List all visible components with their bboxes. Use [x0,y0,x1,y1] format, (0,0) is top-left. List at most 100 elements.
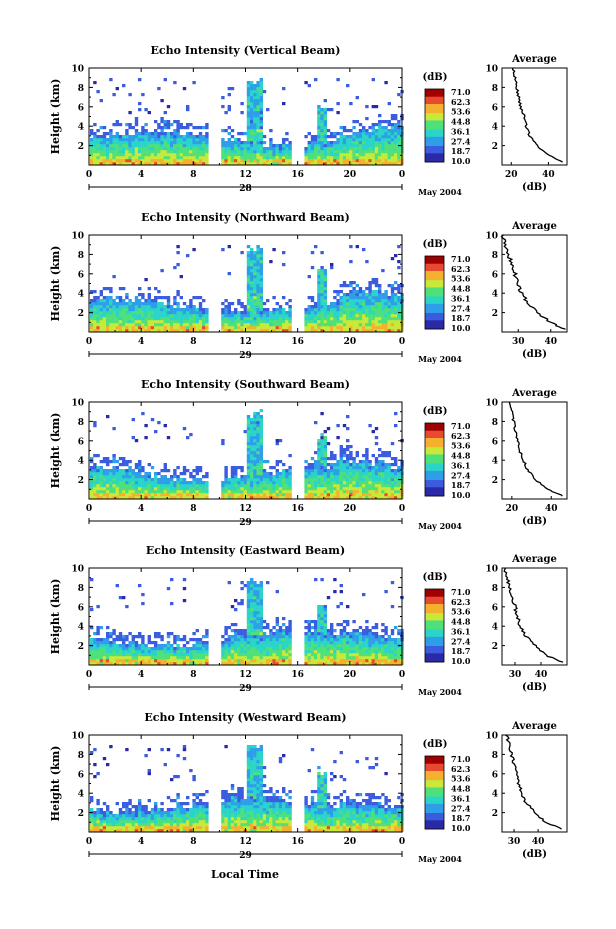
heatmap-cell [342,162,347,166]
heatmap-cell [227,326,231,330]
heatmap-cell [259,475,263,479]
heatmap-cell [141,156,145,160]
heatmap-cell [163,296,167,300]
colorbar-swatch [425,151,444,154]
heatmap-cell [179,323,183,327]
colorbar-unit: (dB) [423,406,448,417]
heatmap-cell [160,126,164,130]
heatmap-cell [202,650,206,654]
heatmap-cell [256,153,260,157]
heatmap-cell [240,159,244,163]
heatmap-cell [390,311,395,315]
heatmap-cell [179,478,183,482]
heatmap-cell [336,466,340,470]
heatmap-cell [333,153,337,157]
heatmap-cell [330,626,334,630]
colorbar-swatch [425,138,444,141]
heatmap-cell [288,156,292,160]
heatmap-cell [275,590,279,594]
heatmap-cell [374,329,379,333]
heatmap-cell [125,132,129,136]
heatmap-cell [157,144,161,148]
heatmap-cell [378,320,382,324]
heatmap-cell [250,126,254,130]
heatmap-cell [381,493,385,497]
heatmap-cell [240,314,244,318]
heatmap-cell [346,641,350,645]
heatmap-cell [224,329,228,333]
heatmap-cell [141,320,145,324]
heatmap-cell [182,635,187,639]
heatmap-cell [246,129,251,133]
heatmap-cell [240,162,244,166]
heatmap-cell [202,662,206,666]
heatmap-cell [160,302,164,306]
heatmap-cell [323,454,327,458]
heatmap-cell [323,475,327,479]
heatmap-cell [128,472,132,476]
heatmap-cell [259,490,263,494]
heatmap-cell [138,302,142,306]
heatmap-cell [243,493,247,497]
heatmap-cell [333,156,337,160]
heatmap-cell [176,326,180,330]
heatmap-cell [112,147,116,151]
heatmap-cell [349,647,353,651]
heatmap-cell [166,126,171,130]
heatmap-cell [173,153,177,157]
heatmap-cell [227,490,231,494]
heatmap-cell [224,308,228,312]
heatmap-cell [339,629,343,633]
heatmap-cell [128,644,132,648]
heatmap-cell [243,156,247,160]
heatmap-cell [390,296,395,300]
heatmap-cell [154,308,158,312]
heatmap-cell [246,478,251,482]
heatmap-cell [131,323,135,327]
heatmap-cell [365,472,369,476]
heatmap-cell [326,650,331,654]
heatmap-cell [234,323,238,327]
heatmap-cell [106,481,110,485]
heatmap-cell [323,617,327,621]
colorbar-swatch [425,140,444,143]
heatmap-cell [147,141,151,145]
heatmap-cell [358,129,363,133]
heatmap-cell [192,481,196,485]
heatmap-cell [163,662,167,666]
heatmap-cell [253,623,257,627]
heatmap-cell [154,120,158,124]
heatmap-cell [246,581,251,585]
heatmap-cell [250,156,254,160]
heatmap-cell [96,147,100,151]
heatmap-cell [163,156,167,160]
heatmap-cell [304,320,308,324]
heatmap-cell [176,156,180,160]
heatmap-cell [157,317,161,321]
heatmap-cell [157,484,161,488]
heatmap-cell [358,138,363,142]
heatmap-cell [250,269,254,273]
heatmap-cell [90,141,94,145]
heatmap-cell [346,314,350,318]
heatmap-cell [147,493,151,497]
colorbar-swatch [425,121,444,125]
heatmap-cell [141,302,145,306]
heatmap-cell [278,496,283,500]
heatmap-cell [288,329,292,333]
heatmap-cell [144,153,148,157]
heatmap-cell [256,412,260,416]
heatmap-cell [96,484,100,488]
heatmap-cell [256,620,260,624]
heatmap-cell [150,138,155,142]
heatmap-cell [150,466,155,470]
heatmap-cell [390,257,395,261]
colorbar-swatch [425,98,444,101]
heatmap-cell [250,102,254,106]
heatmap-cell [170,147,174,151]
heatmap-cell [202,141,206,145]
heatmap-cell [330,469,334,473]
heatmap-cell [106,153,110,157]
heatmap-cell [134,472,139,476]
heatmap-cell [182,311,187,315]
